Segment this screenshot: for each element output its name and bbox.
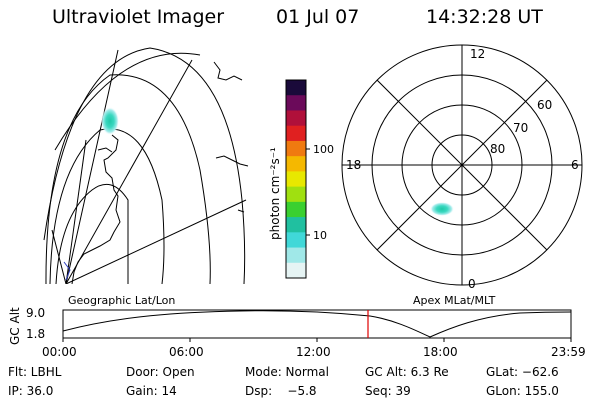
lon-line xyxy=(51,229,67,284)
coastline xyxy=(215,155,249,167)
lon-line xyxy=(65,199,247,284)
lon-line xyxy=(65,49,119,284)
altitude-timeline xyxy=(62,309,572,342)
altitude-curve xyxy=(62,310,572,338)
date-text: 01 Jul 07 xyxy=(276,6,360,28)
seq-readout: Seq: 39 xyxy=(365,384,411,398)
polar-grid xyxy=(341,44,583,286)
colorbar-band xyxy=(286,171,306,188)
gc-alt-readout: GC Alt: 6.3 Re xyxy=(365,365,449,379)
lat-label-60: 60 xyxy=(537,98,552,112)
app-title: Ultraviolet Imager xyxy=(52,6,225,28)
coastline xyxy=(71,134,121,284)
dsp-readout: Dsp: −5.8 xyxy=(245,384,317,398)
colorbar-unit-label: photon cm⁻²s⁻¹ xyxy=(268,147,282,240)
timeline-xtick-label: 23:59 xyxy=(551,345,586,359)
timeline-ytick-bottom: 1.8 xyxy=(26,327,45,341)
timeline-xtick-label: 06:00 xyxy=(169,345,204,359)
lat-label-80: 80 xyxy=(490,142,505,156)
aurora-spot-polar xyxy=(430,202,454,216)
timeline-xtick-label: 12:00 xyxy=(296,345,331,359)
colorbar-tick-label-100: 100 xyxy=(313,143,334,156)
ip-readout: IP: 36.0 xyxy=(8,384,54,398)
colorbar-band xyxy=(286,232,306,249)
colorbar-tick-label-10: 10 xyxy=(313,229,327,242)
colorbar-band xyxy=(286,125,306,142)
timeline-ytick-top: 9.0 xyxy=(26,306,45,320)
colorbar-band xyxy=(286,95,306,111)
geographic-map xyxy=(43,47,249,284)
lat-arc xyxy=(43,47,246,284)
coastline xyxy=(63,261,71,281)
timeline-xtick-label: 00:00 xyxy=(42,345,77,359)
mlt-label-18: 18 xyxy=(346,158,361,172)
colorbar-band xyxy=(286,217,306,233)
glon-readout: GLon: 155.0 xyxy=(486,384,559,398)
colorbar-band xyxy=(286,186,306,203)
timeline-frame xyxy=(62,309,572,339)
colorbar-band xyxy=(286,262,306,279)
colorbar-band xyxy=(286,110,306,127)
mode-readout: Mode: Normal xyxy=(245,365,329,379)
geo-panel-label: Geographic Lat/Lon xyxy=(68,294,175,307)
polar-panel-label: Apex MLat/MLT xyxy=(413,294,496,307)
mlt-label-0: 0 xyxy=(468,277,476,291)
flt-readout: Flt: LBHL xyxy=(8,365,62,379)
colorbar-band xyxy=(286,201,306,218)
gain-readout: Gain: 14 xyxy=(126,384,177,398)
lat-arc xyxy=(45,74,211,284)
coastline xyxy=(237,209,245,213)
mlt-label-12: 12 xyxy=(470,47,485,61)
lat-arc xyxy=(55,183,129,284)
colorbar-band xyxy=(286,156,306,172)
colorbar-band xyxy=(286,140,306,157)
timeline-xtick-label: 18:00 xyxy=(423,345,458,359)
time-text: 14:32:28 UT xyxy=(426,6,543,28)
lon-line xyxy=(65,59,193,284)
glat-readout: GLat: −62.6 xyxy=(486,365,559,379)
lat-arc xyxy=(49,128,165,284)
lat-label-70: 70 xyxy=(513,121,528,135)
colorbar-band xyxy=(286,247,306,264)
mlt-label-6: 6 xyxy=(571,158,579,172)
mlt-line-diag-b xyxy=(376,79,548,251)
coastline xyxy=(213,61,243,81)
door-readout: Door: Open xyxy=(126,365,195,379)
lat-arc xyxy=(54,52,201,151)
aurora-spot-geo xyxy=(101,107,119,135)
colorbar-band xyxy=(286,80,306,96)
colorbar xyxy=(286,80,306,279)
lon-line xyxy=(65,139,87,284)
coastline xyxy=(97,147,113,153)
timeline-axis-label: GC Alt xyxy=(8,307,22,345)
colorbar-frame xyxy=(285,79,307,279)
